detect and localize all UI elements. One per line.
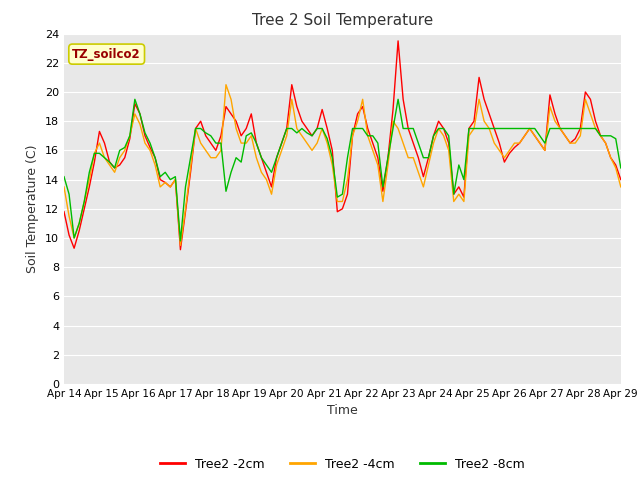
Line: Tree2 -2cm: Tree2 -2cm <box>64 41 621 250</box>
Line: Tree2 -8cm: Tree2 -8cm <box>64 99 621 241</box>
Tree2 -4cm <box>60 184 68 190</box>
Tree2 -4cm <box>607 155 614 161</box>
Tree2 -8cm <box>197 126 205 132</box>
Tree2 -4cm <box>394 126 402 132</box>
Tree2 -4cm <box>222 82 230 87</box>
Tree2 -8cm <box>617 165 625 171</box>
Tree2 -2cm <box>273 155 280 161</box>
Tree2 -4cm <box>192 126 200 132</box>
Tree2 -2cm <box>323 126 331 132</box>
Tree2 -2cm <box>617 177 625 182</box>
Tree2 -8cm <box>60 174 68 180</box>
Tree2 -2cm <box>389 107 397 112</box>
X-axis label: Time: Time <box>327 405 358 418</box>
Tree2 -4cm <box>617 184 625 190</box>
Tree2 -2cm <box>394 38 402 44</box>
Tree2 -2cm <box>192 126 200 132</box>
Tree2 -8cm <box>131 96 139 102</box>
Tree2 -8cm <box>278 140 285 146</box>
Tree2 -8cm <box>394 96 402 102</box>
Tree2 -2cm <box>607 155 614 161</box>
Tree2 -8cm <box>328 155 336 161</box>
Y-axis label: Soil Temperature (C): Soil Temperature (C) <box>26 144 39 273</box>
Tree2 -8cm <box>607 133 614 139</box>
Tree2 -8cm <box>212 140 220 146</box>
Tree2 -8cm <box>177 238 184 244</box>
Text: TZ_soilco2: TZ_soilco2 <box>72 48 141 60</box>
Tree2 -4cm <box>328 162 336 168</box>
Tree2 -4cm <box>278 147 285 153</box>
Tree2 -2cm <box>177 247 184 252</box>
Legend: Tree2 -2cm, Tree2 -4cm, Tree2 -8cm: Tree2 -2cm, Tree2 -4cm, Tree2 -8cm <box>156 453 529 476</box>
Tree2 -4cm <box>207 155 214 161</box>
Tree2 -4cm <box>177 242 184 248</box>
Title: Tree 2 Soil Temperature: Tree 2 Soil Temperature <box>252 13 433 28</box>
Tree2 -2cm <box>207 140 214 146</box>
Line: Tree2 -4cm: Tree2 -4cm <box>64 84 621 245</box>
Tree2 -2cm <box>60 209 68 215</box>
